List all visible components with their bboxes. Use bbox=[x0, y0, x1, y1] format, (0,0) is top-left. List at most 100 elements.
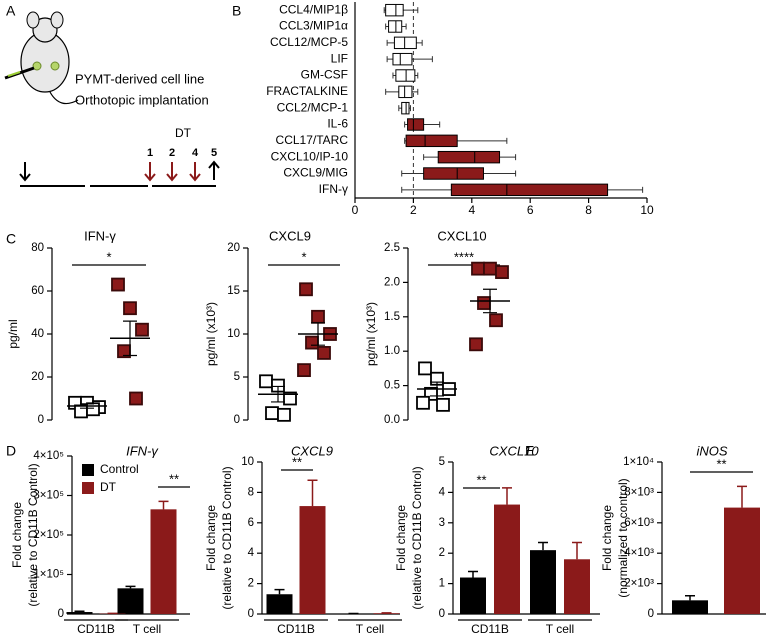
category-label: GM-CSF bbox=[301, 68, 348, 82]
y-tick-label: 2 bbox=[439, 547, 445, 559]
chart-title: IFN-γ bbox=[126, 443, 159, 458]
bar bbox=[494, 504, 520, 614]
legend-label: DT bbox=[100, 480, 117, 494]
y-tick-label: 80 bbox=[31, 242, 44, 254]
chart-title: CXCL10 bbox=[489, 443, 539, 458]
diagram-text: PYMT-derived cell line bbox=[75, 71, 204, 86]
box bbox=[393, 36, 417, 50]
y-tick-label: 4 bbox=[248, 547, 255, 559]
x-tick-label: 2 bbox=[410, 203, 417, 217]
point bbox=[317, 346, 331, 360]
y-axis-label: pg/ml (x10³) bbox=[204, 302, 218, 366]
category-label: CCL12/MCP-5 bbox=[270, 35, 348, 49]
y-tick-label: 8 bbox=[248, 486, 254, 498]
y-tick-label: 0 bbox=[248, 608, 254, 620]
y-tick-label: 8×10³ bbox=[624, 486, 654, 498]
point bbox=[129, 391, 143, 406]
y-tick-label: 4 bbox=[439, 486, 446, 498]
day-label: 1 bbox=[147, 147, 153, 159]
y-tick-label: 2 bbox=[248, 578, 254, 590]
point bbox=[111, 277, 125, 292]
bar bbox=[117, 588, 144, 614]
x-tick-label: CD11B bbox=[471, 622, 509, 636]
bar bbox=[66, 612, 93, 614]
y-tick-label: 0 bbox=[38, 414, 44, 426]
point bbox=[469, 337, 483, 352]
error-bar bbox=[311, 322, 325, 346]
y-axis-label: Fold change bbox=[394, 505, 408, 571]
point bbox=[305, 335, 319, 350]
point bbox=[489, 313, 503, 328]
y-tick-label: 1.5 bbox=[384, 311, 400, 323]
point bbox=[283, 391, 297, 406]
y-tick-label: 3 bbox=[439, 517, 445, 529]
chart-title: iNOS bbox=[696, 443, 727, 458]
y-tick-label: 40 bbox=[31, 328, 44, 340]
error-bar bbox=[274, 588, 285, 595]
y-axis-label: Fold change bbox=[204, 505, 218, 571]
point bbox=[416, 395, 430, 410]
y-axis-label: (relative to CD11B Control) bbox=[26, 463, 40, 606]
box bbox=[437, 150, 501, 164]
diagram-text: Orthotopic implantation bbox=[75, 92, 209, 107]
error-bar bbox=[685, 595, 695, 601]
significance-label: ** bbox=[716, 456, 726, 471]
y-tick-label: 0 bbox=[234, 414, 240, 426]
x-tick-label: 10 bbox=[640, 203, 654, 217]
bar bbox=[266, 594, 293, 614]
significance-label: ** bbox=[169, 471, 179, 486]
error-bar bbox=[307, 479, 318, 507]
chart-title: IFN-γ bbox=[84, 228, 116, 243]
significance-label: ** bbox=[292, 454, 302, 469]
error-bar bbox=[125, 585, 136, 589]
box bbox=[392, 52, 413, 66]
point bbox=[86, 402, 100, 417]
x-tick-label: T cell bbox=[133, 622, 161, 636]
error-bar bbox=[158, 500, 169, 510]
y-tick-label: 3×10⁵ bbox=[33, 490, 64, 502]
y-axis-label: pg/ml (x10³) bbox=[364, 302, 378, 366]
y-tick-label: 6×10³ bbox=[624, 517, 654, 529]
y-tick-label: 5 bbox=[439, 456, 445, 468]
error-bar bbox=[80, 403, 94, 409]
y-tick-label: 15 bbox=[227, 285, 240, 297]
bar bbox=[530, 550, 556, 614]
y-tick-label: 0 bbox=[439, 608, 445, 620]
box bbox=[395, 69, 416, 82]
point bbox=[495, 265, 509, 279]
category-label: LIF bbox=[331, 51, 348, 65]
y-tick-label: 2×10³ bbox=[624, 578, 654, 590]
x-tick-label: CD11B bbox=[77, 622, 115, 636]
panel-label: B bbox=[232, 3, 241, 19]
y-tick-label: 10 bbox=[241, 456, 254, 468]
point bbox=[477, 296, 491, 310]
y-tick-label: 1×10⁵ bbox=[33, 569, 64, 581]
category-label: CCL3/MIP1α bbox=[279, 19, 348, 33]
y-tick-label: 0 bbox=[648, 608, 654, 620]
error-bar bbox=[271, 385, 285, 403]
point bbox=[265, 406, 279, 421]
panel-label: E bbox=[525, 443, 534, 459]
box bbox=[407, 118, 425, 131]
chart-title: CXCL9 bbox=[291, 443, 333, 458]
legend-label: Control bbox=[100, 462, 139, 476]
category-label: IL-6 bbox=[327, 117, 348, 131]
y-axis-label: Fold change bbox=[600, 505, 614, 571]
category-label: CXCL9/MIG bbox=[283, 166, 348, 180]
y-tick-label: 2×10⁵ bbox=[33, 529, 64, 541]
bar bbox=[460, 577, 486, 614]
error-bar bbox=[538, 541, 548, 551]
y-tick-label: 20 bbox=[31, 371, 44, 383]
day-label: 4 bbox=[192, 147, 199, 159]
y-axis-label: (normalized to control) bbox=[616, 478, 630, 597]
chart-title: CXCL10 bbox=[437, 228, 486, 243]
box bbox=[450, 183, 609, 197]
day-label: 2 bbox=[169, 147, 175, 159]
panel-label: D bbox=[6, 443, 16, 459]
box bbox=[401, 101, 410, 115]
y-tick-label: 1 bbox=[439, 578, 445, 590]
mouse-icon bbox=[4, 11, 79, 105]
y-tick-label: 0.5 bbox=[384, 380, 400, 392]
y-tick-label: 4×10³ bbox=[624, 547, 654, 559]
